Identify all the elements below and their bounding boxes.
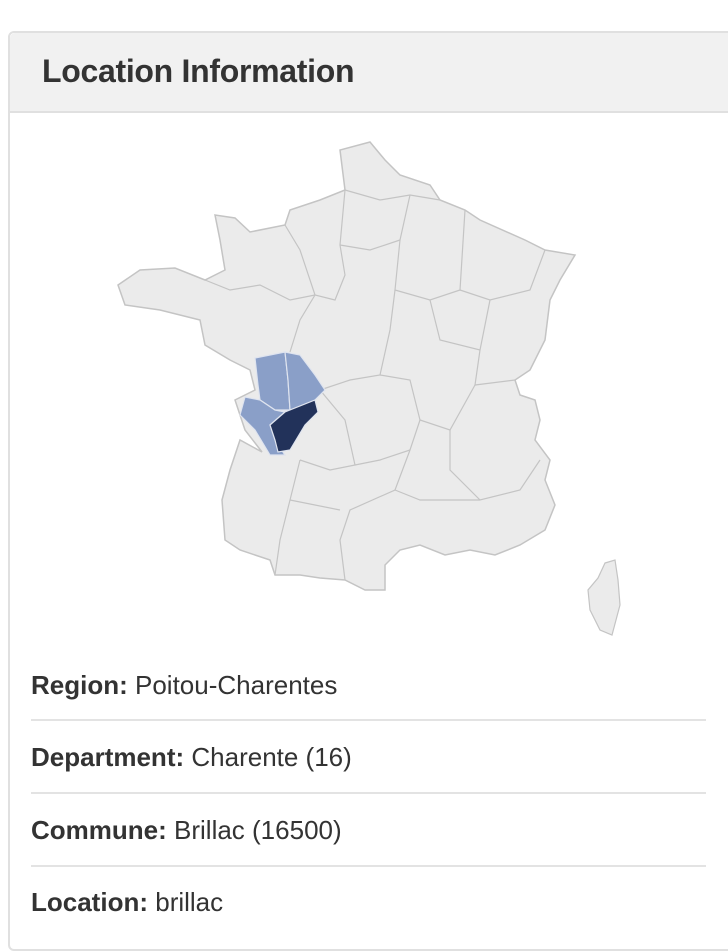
divider: [31, 865, 706, 867]
detail-commune: Commune: Brillac (16500): [31, 814, 706, 846]
detail-region: Region: Poitou-Charentes: [31, 669, 706, 701]
location-value: brillac: [155, 887, 224, 917]
location-label: Location:: [31, 887, 148, 917]
region-label: Region:: [31, 670, 128, 700]
department-vienne: [284, 351, 326, 411]
divider: [31, 792, 706, 794]
divider: [31, 719, 706, 721]
location-information-panel: Location Information: [8, 31, 728, 951]
detail-location: Location: brillac: [31, 886, 706, 918]
department-value: Charente (16): [191, 742, 352, 772]
france-mainland: [117, 141, 577, 591]
department-charente-selected: [269, 399, 319, 453]
region-value: Poitou-Charentes: [135, 670, 338, 700]
department-label: Department:: [31, 742, 185, 772]
commune-value: Brillac (16500): [174, 815, 342, 845]
commune-label: Commune:: [31, 815, 167, 845]
panel-header: Location Information: [10, 33, 728, 113]
region-borders: [204, 189, 546, 581]
corsica: [587, 559, 621, 636]
panel-title: Location Information: [42, 53, 355, 89]
france-map: [117, 141, 621, 636]
detail-department: Department: Charente (16): [31, 741, 706, 773]
